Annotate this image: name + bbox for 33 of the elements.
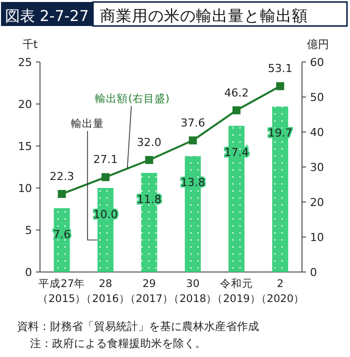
point (276, 82, 284, 90)
y2-tick-label: 50 (310, 91, 324, 104)
y-tick-label: 25 (18, 56, 32, 69)
text: 注：政府による食糧援助米を除く。 (30, 337, 206, 350)
chart-subtitle: 図表 2-7-27 (5, 7, 89, 25)
y2-tick-label: 20 (310, 196, 324, 209)
point (145, 156, 154, 164)
y-tick-label: 20 (18, 98, 32, 111)
y-tick-label: 15 (18, 140, 32, 153)
data-label: 22.3 (50, 170, 74, 183)
y2-tick-label: 60 (310, 56, 324, 69)
text: 資料：財務省「貿易統計」を基に農林水産省作成 (17, 320, 259, 333)
y-tick-label: 10 (18, 182, 32, 195)
y2-tick-label: 0 (310, 266, 317, 279)
data-label: 53.1 (268, 62, 292, 76)
title: 図表 2-7-27 商業用の米の輸出量と輸出額 (1, 1, 348, 27)
data-label: 7.6 (53, 228, 71, 242)
data-label: 32.0 (136, 136, 162, 149)
data-label: 27.1 (93, 153, 118, 166)
point (58, 190, 66, 198)
y-tick-label: 0 (25, 266, 32, 279)
data-label: 46.2 (224, 86, 249, 100)
y2-axis-title: 億円 (307, 38, 329, 51)
data-label: 37.6 (180, 116, 206, 130)
y-tick-label: 5 (25, 224, 32, 237)
y2-tick-label: 40 (310, 126, 324, 139)
y2-tick-label: 10 (310, 231, 324, 244)
point (188, 136, 197, 144)
y2-tick-label: 30 (310, 161, 324, 174)
point (102, 173, 110, 182)
y-axis-title: 千t (22, 38, 38, 51)
point (232, 106, 240, 114)
chart-title: 商業用の米の輸出量と輸出額 (100, 7, 308, 25)
